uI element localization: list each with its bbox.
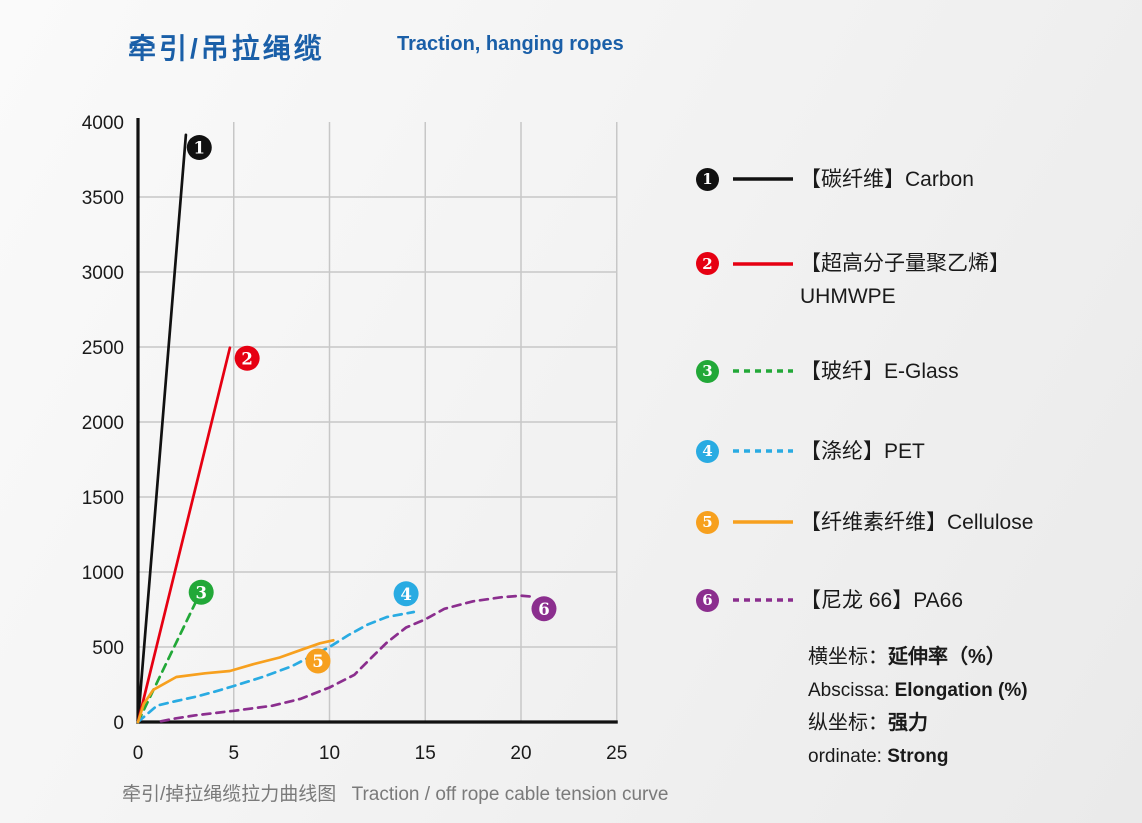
series-curve-4 xyxy=(136,610,416,724)
series-curve-6 xyxy=(159,594,536,723)
series-marker-4 xyxy=(393,581,419,607)
legend-label: 【碳纤维】Carbon xyxy=(800,167,974,191)
series-marker-number: 3 xyxy=(195,583,206,602)
x-tick-label: 0 xyxy=(133,743,144,764)
series-marker-number: 4 xyxy=(400,585,411,604)
series-marker-3 xyxy=(188,579,214,605)
axis-notes: 横坐标：延伸率（%） Abscissa: Elongation (%) 纵坐标：… xyxy=(808,641,1028,773)
series-marker-number: 1 xyxy=(194,139,205,158)
series-curve-2 xyxy=(136,346,232,724)
series-1-line-sample xyxy=(733,177,793,181)
legend-item-eglass: 3 【玻纤】E-Glass xyxy=(696,355,959,387)
series-6-line-sample xyxy=(733,598,793,602)
y-tick-label: 3500 xyxy=(82,188,124,209)
x-tick-label: 10 xyxy=(319,743,340,764)
chart-caption: 牵引/掉拉绳缆拉力曲线图 Traction / off rope cable t… xyxy=(122,779,668,806)
series-marker-number: 6 xyxy=(538,600,549,619)
chart-caption-en: Traction / off rope cable tension curve xyxy=(351,784,669,805)
y-tick-label: 2000 xyxy=(82,413,124,434)
series-4-badge: 4 xyxy=(696,439,719,463)
legend-label: 【涤纶】PET xyxy=(800,439,925,463)
x-tick-label: 5 xyxy=(228,743,239,764)
series-marker-5 xyxy=(305,648,331,674)
y-tick-label: 2500 xyxy=(82,338,124,359)
legend-label-line2: UHMWPE xyxy=(800,285,896,308)
legend-label-line1: 【超高分子量聚乙烯】 xyxy=(800,252,1010,275)
page-title-en: Traction, hanging ropes xyxy=(397,33,624,55)
y-tick-label: 500 xyxy=(92,638,124,659)
y-tick-label: 1000 xyxy=(82,563,124,584)
series-3-line-sample xyxy=(733,369,793,373)
legend-label: 【玻纤】E-Glass xyxy=(800,359,959,383)
series-marker-1 xyxy=(186,135,212,160)
series-2-badge: 2 xyxy=(696,252,719,275)
series-curve-5 xyxy=(136,638,335,724)
series-curve-1 xyxy=(136,133,188,724)
legend-item-carbon: 1 【碳纤维】Carbon xyxy=(696,163,974,195)
legend-label: 【纤维素纤维】Cellulose xyxy=(800,510,1034,534)
abscissa-note-zh: 横坐标：延伸率（%） xyxy=(808,646,1006,668)
legend-item-pet: 4 【涤纶】PET xyxy=(696,435,925,467)
series-marker-6 xyxy=(531,596,557,622)
legend-item-cellulose: 5 【纤维素纤维】Cellulose xyxy=(696,506,1033,538)
legend-label: 【尼龙 66】PA66 xyxy=(800,588,964,612)
series-marker-number: 2 xyxy=(241,349,252,368)
y-tick-label: 3000 xyxy=(82,263,124,284)
ordinate-note-zh: 纵坐标：强力 xyxy=(808,712,928,734)
y-tick-label: 0 xyxy=(113,713,124,734)
ordinate-note-en: ordinate: Strong xyxy=(808,746,949,767)
series-marker-2 xyxy=(234,345,260,371)
series-marker-number: 5 xyxy=(312,652,323,671)
series-5-line-sample xyxy=(733,520,793,524)
y-tick-label: 4000 xyxy=(82,113,124,134)
x-tick-label: 25 xyxy=(606,743,627,764)
legend-item-pa66: 6 【尼龙 66】PA66 xyxy=(696,584,963,616)
series-6-badge: 6 xyxy=(696,588,719,612)
page-title-zh: 牵引/吊拉绳缆 xyxy=(128,33,325,64)
series-3-badge: 3 xyxy=(696,359,719,383)
series-4-line-sample xyxy=(733,449,793,453)
series-5-badge: 5 xyxy=(696,510,719,534)
legend-label: 【超高分子量聚乙烯】 UHMWPE xyxy=(800,247,1010,313)
y-tick-label: 1500 xyxy=(82,488,124,509)
series-curve-3 xyxy=(136,601,197,724)
x-tick-label: 20 xyxy=(510,743,531,764)
x-tick-label: 15 xyxy=(415,743,436,764)
series-1-badge: 1 xyxy=(696,167,719,191)
series-2-line-sample xyxy=(733,262,793,266)
abscissa-note-en: Abscissa: Elongation (%) xyxy=(808,680,1028,701)
chart-caption-zh: 牵引/掉拉绳缆拉力曲线图 xyxy=(122,784,337,805)
legend-item-uhmwpe: 2 【超高分子量聚乙烯】 UHMWPE xyxy=(696,247,1010,313)
